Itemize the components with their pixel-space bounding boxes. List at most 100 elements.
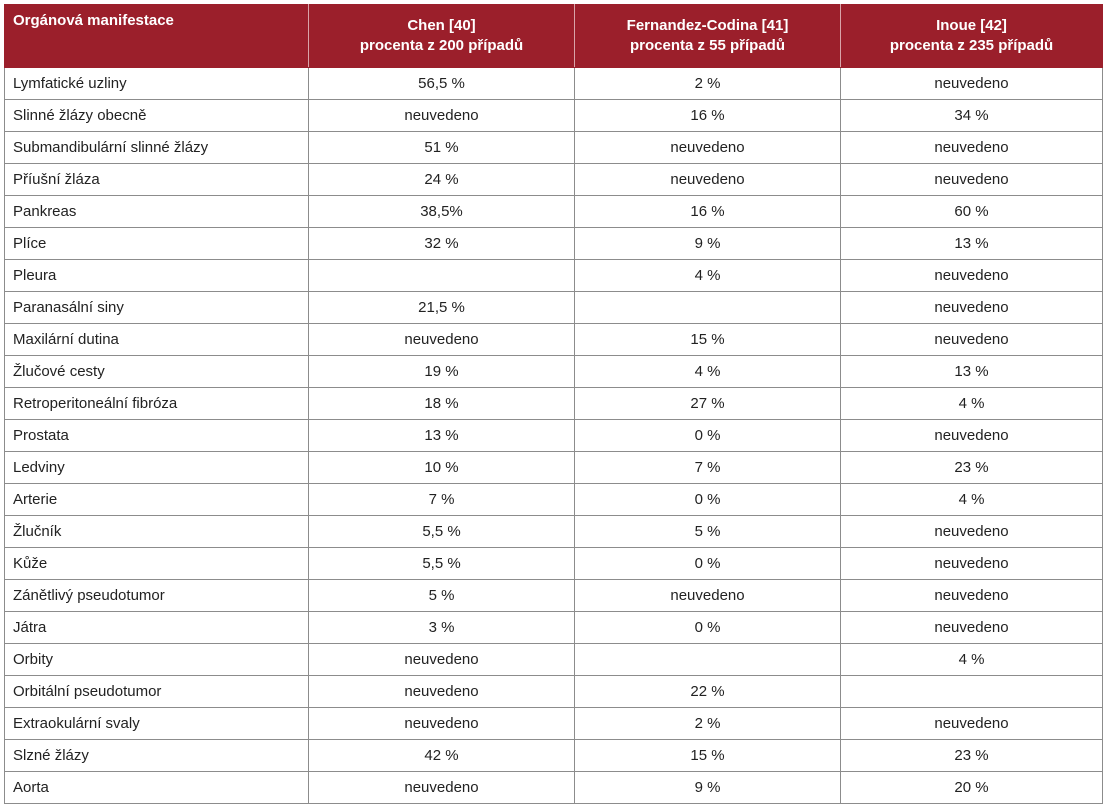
chen-value-cell [308, 259, 575, 292]
chen-value-cell: 13 % [308, 419, 575, 452]
chen-value-cell: neuvedeno [308, 771, 575, 804]
fernandez-codina-value-cell: 5 % [574, 515, 841, 548]
header-inoue-study: Inoue [42] [936, 17, 1007, 34]
fernandez-codina-value-cell: 2 % [574, 67, 841, 100]
organ-name-cell: Retroperitoneální fibróza [4, 387, 309, 420]
organ-name-cell: Orbitální pseudotumor [4, 675, 309, 708]
table-row: Submandibulární slinné žlázy 51 % neuveden… [4, 131, 1103, 164]
table-row: Prostata 13 % 0 % neuvedeno [4, 419, 1103, 452]
chen-value-cell: 3 % [308, 611, 575, 644]
inoue-value-cell: neuvedeno [840, 131, 1103, 164]
organ-name-cell: Aorta [4, 771, 309, 804]
fernandez-codina-value-cell: 9 % [574, 227, 841, 260]
chen-value-cell: 5,5 % [308, 547, 575, 580]
header-chen-study: Chen [40] [407, 17, 476, 34]
table-row: Arterie 7 % 0 % 4 % [4, 483, 1103, 516]
inoue-value-cell: 23 % [840, 451, 1103, 484]
chen-value-cell: 5,5 % [308, 515, 575, 548]
inoue-value-cell: neuvedeno [840, 611, 1103, 644]
table-row: Orbity neuvedeno 4 % [4, 643, 1103, 676]
table-row: Žlučové cesty 19 % 4 % 13 % [4, 355, 1103, 388]
chen-value-cell: 51 % [308, 131, 575, 164]
organ-name-cell: Maxilární dutina [4, 323, 309, 356]
chen-value-cell: neuvedeno [308, 99, 575, 132]
table-row: Žlučník 5,5 % 5 % neuvedeno [4, 515, 1103, 548]
table-row: Játra 3 % 0 % neuvedeno [4, 611, 1103, 644]
inoue-value-cell: neuvedeno [840, 163, 1103, 196]
fernandez-codina-value-cell: 16 % [574, 99, 841, 132]
organ-name-cell: Extraokulární svaly [4, 707, 309, 740]
organ-name-cell: Ledviny [4, 451, 309, 484]
fernandez-codina-value-cell: 4 % [574, 355, 841, 388]
fernandez-codina-value-cell: 2 % [574, 707, 841, 740]
header-row: Orgánová manifestace Chen [40] procenta … [4, 4, 1103, 68]
inoue-value-cell: 13 % [840, 227, 1103, 260]
table-row: Retroperitoneální fibróza 18 % 27 % 4 % [4, 387, 1103, 420]
organ-name-cell: Slinné žlázy obecně [4, 99, 309, 132]
fernandez-codina-value-cell [574, 291, 841, 324]
organ-name-cell: Prostata [4, 419, 309, 452]
chen-value-cell: 5 % [308, 579, 575, 612]
inoue-value-cell: 23 % [840, 739, 1103, 772]
chen-value-cell: neuvedeno [308, 707, 575, 740]
header-organ-label: Orgánová manifestace [13, 12, 174, 29]
fernandez-codina-value-cell: 0 % [574, 419, 841, 452]
header-inoue-cases: procenta z 235 případů [889, 37, 1054, 54]
chen-value-cell: neuvedeno [308, 643, 575, 676]
table-row: Paranasální siny 21,5 % neuvedeno [4, 291, 1103, 324]
table-body: Lymfatické uzliny 56,5 % 2 % neuvedeno Slinn… [4, 67, 1103, 804]
table-row: Plíce 32 % 9 % 13 % [4, 227, 1103, 260]
table-row: Slinné žlázy obecně neuvedeno 16 % 34 % [4, 99, 1103, 132]
organ-name-cell: Paranasální siny [4, 291, 309, 324]
organ-name-cell: Pankreas [4, 195, 309, 228]
inoue-value-cell: neuvedeno [840, 579, 1103, 612]
inoue-value-cell: neuvedeno [840, 259, 1103, 292]
inoue-value-cell [840, 675, 1103, 708]
organ-name-cell: Plíce [4, 227, 309, 260]
chen-value-cell: 42 % [308, 739, 575, 772]
fernandez-codina-value-cell: 0 % [574, 547, 841, 580]
organ-name-cell: Orbity [4, 643, 309, 676]
table-row: Extraokulární svaly neuvedeno 2 % neuvedeno [4, 707, 1103, 740]
chen-value-cell: neuvedeno [308, 675, 575, 708]
organ-name-cell: Submandibulární slinné žlázy [4, 131, 309, 164]
organ-name-cell: Příušní žláza [4, 163, 309, 196]
fernandez-codina-value-cell: 4 % [574, 259, 841, 292]
fernandez-codina-value-cell: neuvedeno [574, 131, 841, 164]
inoue-value-cell: 4 % [840, 643, 1103, 676]
chen-value-cell: 7 % [308, 483, 575, 516]
chen-value-cell: 10 % [308, 451, 575, 484]
inoue-value-cell: neuvedeno [840, 323, 1103, 356]
organ-name-cell: Zánětlivý pseudotumor [4, 579, 309, 612]
table-row: Kůže 5,5 % 0 % neuvedeno [4, 547, 1103, 580]
inoue-value-cell: neuvedeno [840, 707, 1103, 740]
fernandez-codina-value-cell: 15 % [574, 739, 841, 772]
fernandez-codina-value-cell: neuvedeno [574, 579, 841, 612]
header-chen: Chen [40] procenta z 200 případů [308, 4, 575, 68]
header-fernandez-codina: Fernandez-Codina [41] procenta z 55 příp… [574, 4, 841, 68]
inoue-value-cell: neuvedeno [840, 67, 1103, 100]
chen-value-cell: 32 % [308, 227, 575, 260]
organ-name-cell: Slzné žlázy [4, 739, 309, 772]
inoue-value-cell: 20 % [840, 771, 1103, 804]
header-organ-manifestation: Orgánová manifestace [4, 4, 309, 68]
table-row: Maxilární dutina neuvedeno 15 % neuvedeno [4, 323, 1103, 356]
fernandez-codina-value-cell: 16 % [574, 195, 841, 228]
table-row: Pankreas 38,5% 16 % 60 % [4, 195, 1103, 228]
table-row: Zánětlivý pseudotumor 5 % neuvedeno neuvede… [4, 579, 1103, 612]
chen-value-cell: 18 % [308, 387, 575, 420]
inoue-value-cell: 13 % [840, 355, 1103, 388]
table-row: Příušní žláza 24 % neuvedeno neuvedeno [4, 163, 1103, 196]
chen-value-cell: 38,5% [308, 195, 575, 228]
inoue-value-cell: neuvedeno [840, 547, 1103, 580]
table-row: Orbitální pseudotumor neuvedeno 22 % [4, 675, 1103, 708]
document-page: Orgánová manifestace Chen [40] procenta … [4, 4, 1103, 804]
organ-name-cell: Lymfatické uzliny [4, 67, 309, 100]
inoue-value-cell: neuvedeno [840, 419, 1103, 452]
organ-manifestation-table: Orgánová manifestace Chen [40] procenta … [4, 4, 1103, 804]
fernandez-codina-value-cell [574, 643, 841, 676]
table-row: Aorta neuvedeno 9 % 20 % [4, 771, 1103, 804]
table-row: Pleura 4 % neuvedeno [4, 259, 1103, 292]
chen-value-cell: 19 % [308, 355, 575, 388]
table-row: Lymfatické uzliny 56,5 % 2 % neuvedeno [4, 67, 1103, 100]
